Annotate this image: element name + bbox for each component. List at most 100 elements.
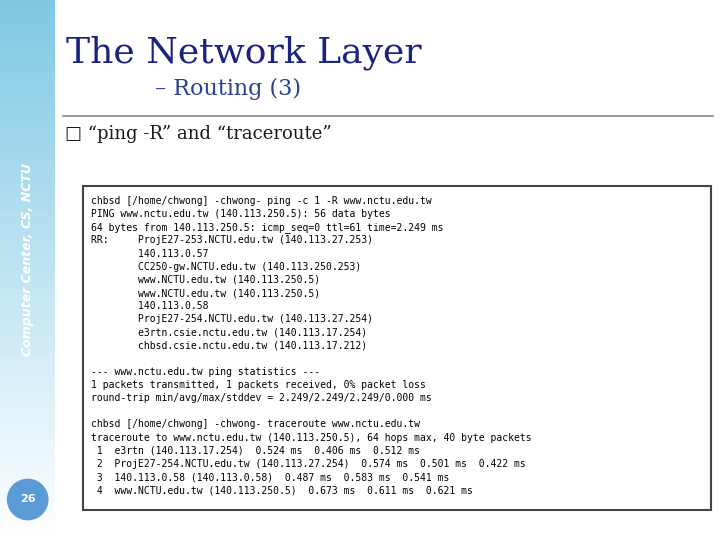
Bar [0, 494, 55, 497]
Text: 2  ProjE27-254.NCTU.edu.tw (140.113.27.254)  0.574 ms  0.501 ms  0.422 ms: 2 ProjE27-254.NCTU.edu.tw (140.113.27.25… [91, 459, 526, 469]
Bar [0, 343, 55, 346]
Bar [0, 192, 55, 194]
Bar [0, 478, 55, 481]
Bar [0, 481, 55, 483]
Bar [0, 351, 55, 354]
Bar [0, 219, 55, 221]
Bar [0, 51, 55, 54]
Bar [0, 111, 55, 113]
Bar [0, 378, 55, 381]
Text: 3  140.113.0.58 (140.113.0.58)  0.487 ms  0.583 ms  0.541 ms: 3 140.113.0.58 (140.113.0.58) 0.487 ms 0… [91, 472, 450, 482]
Bar [0, 184, 55, 186]
Bar [0, 73, 55, 76]
Bar [0, 194, 55, 197]
Bar [0, 76, 55, 78]
Bar [0, 270, 55, 273]
Text: Computer Center, CS, NCTU: Computer Center, CS, NCTU [21, 163, 35, 356]
Bar [0, 454, 55, 456]
Bar [0, 448, 55, 451]
Bar [0, 202, 55, 205]
Bar [0, 464, 55, 467]
Bar [0, 224, 55, 227]
Bar [0, 313, 55, 316]
Bar [0, 292, 55, 294]
Bar [0, 416, 55, 418]
Bar [0, 162, 55, 165]
Bar [0, 11, 55, 14]
Bar [0, 392, 55, 394]
Bar [0, 362, 55, 364]
Bar [0, 59, 55, 62]
Bar [0, 505, 55, 508]
Bar [0, 273, 55, 275]
Text: www.NCTU.edu.tw (140.113.250.5): www.NCTU.edu.tw (140.113.250.5) [91, 288, 320, 298]
Bar [0, 310, 55, 313]
Bar [0, 462, 55, 464]
Bar [0, 235, 55, 238]
Bar [0, 373, 55, 375]
Text: www.NCTU.edu.tw (140.113.250.5): www.NCTU.edu.tw (140.113.250.5) [91, 275, 320, 285]
Text: 26: 26 [20, 495, 35, 504]
Bar [0, 251, 55, 254]
Bar [0, 354, 55, 356]
Bar [0, 535, 55, 537]
Text: □ “ping -R” and “traceroute”: □ “ping -R” and “traceroute” [65, 125, 331, 143]
Bar [0, 132, 55, 135]
Bar [0, 335, 55, 338]
Bar [0, 38, 55, 40]
Bar [0, 176, 55, 178]
Bar [0, 148, 55, 151]
Bar [0, 529, 55, 532]
Bar [0, 308, 55, 310]
Bar [0, 254, 55, 256]
Text: The Network Layer: The Network Layer [66, 35, 422, 70]
Bar [0, 200, 55, 202]
Bar [0, 54, 55, 57]
Text: --- www.nctu.edu.tw ping statistics ---: --- www.nctu.edu.tw ping statistics --- [91, 367, 320, 377]
Bar [0, 472, 55, 475]
Bar [0, 227, 55, 229]
Bar [0, 289, 55, 292]
Text: 1  e3rtn (140.113.17.254)  0.524 ms  0.406 ms  0.512 ms: 1 e3rtn (140.113.17.254) 0.524 ms 0.406 … [91, 446, 420, 456]
Bar [0, 497, 55, 500]
Bar [0, 440, 55, 443]
Bar [0, 521, 55, 524]
Text: RR:     ProjE27-253.NCTU.edu.tw (140.113.27.253): RR: ProjE27-253.NCTU.edu.tw (140.113.27.… [91, 235, 374, 246]
Bar [0, 405, 55, 408]
Bar [0, 256, 55, 259]
Bar [0, 389, 55, 392]
Bar [0, 432, 55, 435]
Bar [0, 408, 55, 410]
Bar [0, 181, 55, 184]
Bar [0, 167, 55, 170]
Bar [0, 332, 55, 335]
Bar [0, 383, 55, 386]
Bar [0, 284, 55, 286]
Bar [0, 159, 55, 162]
Bar [0, 421, 55, 424]
Bar [0, 8, 55, 11]
Bar [0, 140, 55, 143]
Text: chbsd [/home/chwong] -chwong- traceroute www.nctu.edu.tw: chbsd [/home/chwong] -chwong- traceroute… [91, 420, 420, 429]
Bar [0, 456, 55, 459]
Bar [0, 259, 55, 262]
Bar [0, 43, 55, 46]
Bar [0, 410, 55, 413]
Bar [0, 216, 55, 219]
Text: – Routing (3): – Routing (3) [155, 78, 301, 100]
Bar [0, 213, 55, 216]
Bar [0, 92, 55, 94]
Bar [0, 346, 55, 348]
Bar [0, 146, 55, 148]
Bar [0, 30, 55, 32]
Text: 4  www.NCTU.edu.tw (140.113.250.5)  0.673 ms  0.611 ms  0.621 ms: 4 www.NCTU.edu.tw (140.113.250.5) 0.673 … [91, 485, 473, 495]
Bar [0, 348, 55, 351]
Bar [0, 491, 55, 494]
Bar [0, 157, 55, 159]
Text: ProjE27-254.NCTU.edu.tw (140.113.27.254): ProjE27-254.NCTU.edu.tw (140.113.27.254) [91, 314, 374, 325]
Bar [0, 305, 55, 308]
Text: chbsd [/home/chwong] -chwong- ping -c 1 -R www.nctu.edu.tw: chbsd [/home/chwong] -chwong- ping -c 1 … [91, 196, 432, 206]
Bar [0, 356, 55, 359]
Text: 1 packets transmitted, 1 packets received, 0% packet loss: 1 packets transmitted, 1 packets receive… [91, 380, 426, 390]
Bar [0, 40, 55, 43]
